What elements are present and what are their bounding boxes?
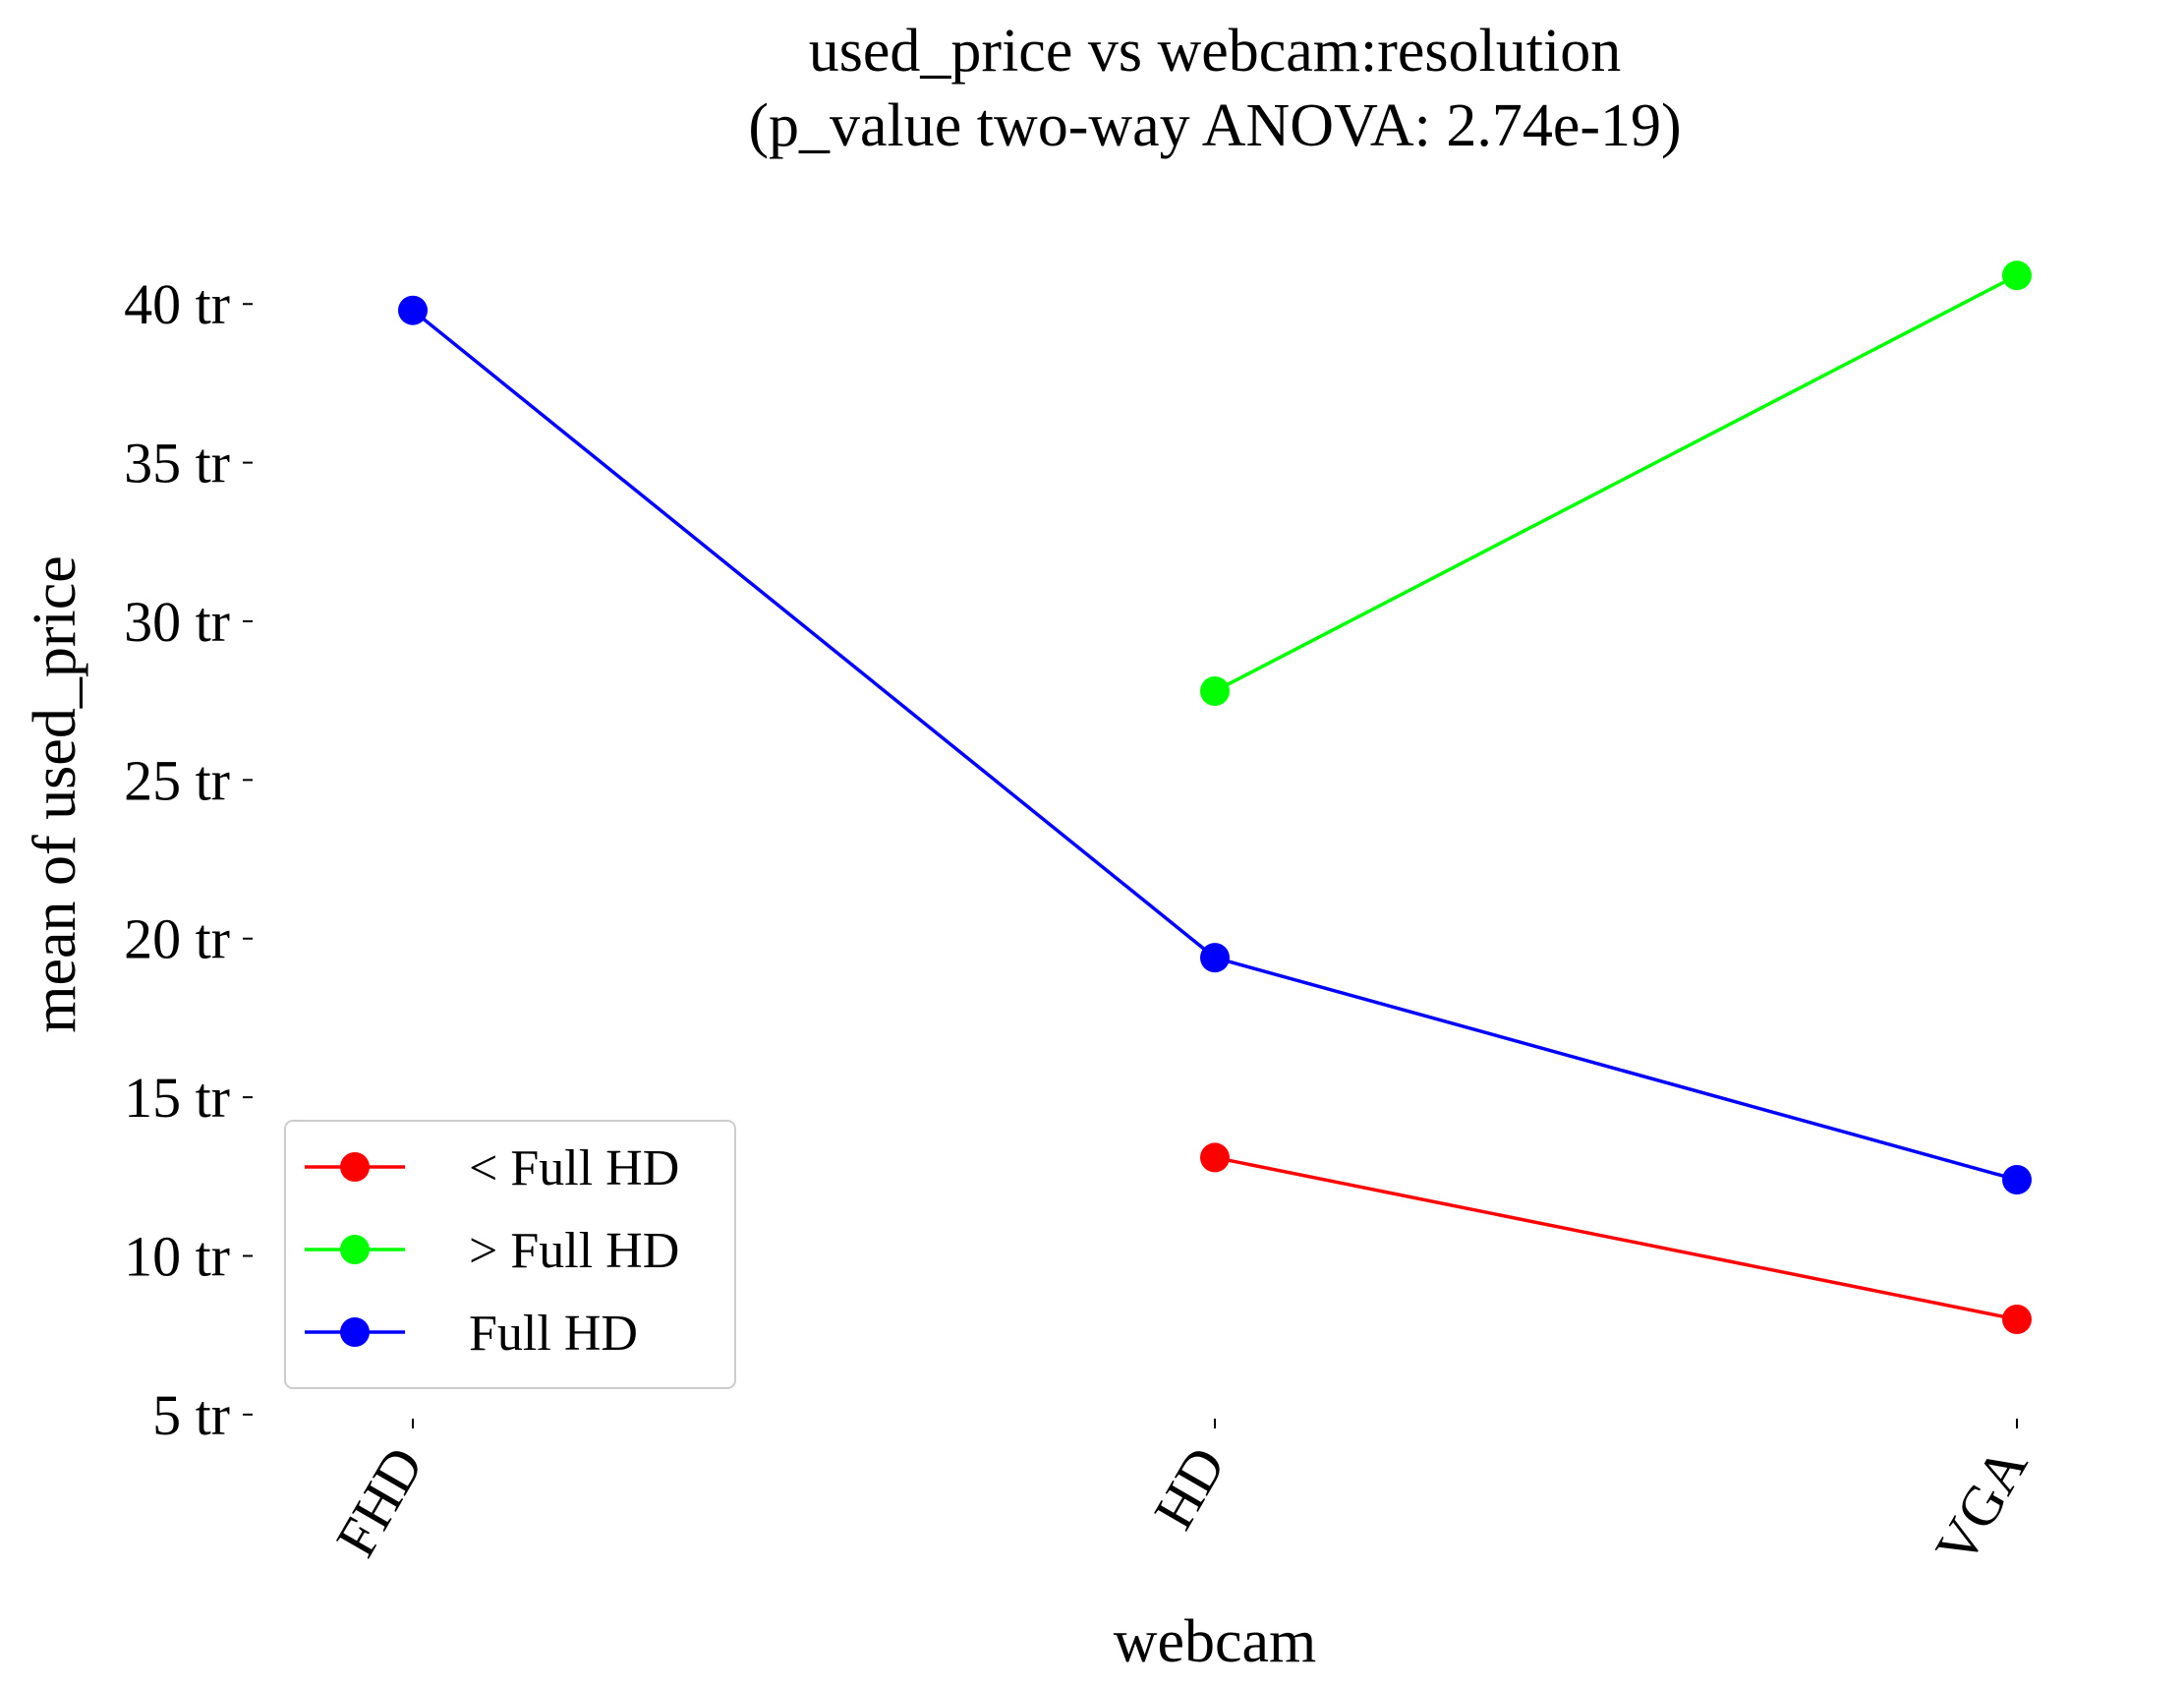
y-tick-label: 30 tr: [124, 590, 230, 654]
chart-title: used_price vs webcam:resolution: [809, 18, 1621, 85]
series-layer: [398, 261, 2032, 1335]
series-line: [411, 309, 2018, 1182]
data-point: [1200, 943, 1230, 973]
legend-marker: [340, 1317, 370, 1347]
y-axis: 5 tr 10 tr 15 tr 20 tr 25 tr 30 tr 35 tr 40 tr: [124, 272, 253, 1447]
y-axis-label: mean of used_price: [22, 555, 88, 1032]
x-tick-label: FHD: [323, 1436, 435, 1567]
y-tick-label: 10 tr: [124, 1224, 230, 1288]
data-point: [2002, 1305, 2032, 1335]
series-line: [1214, 273, 2018, 693]
y-tick-label: 20 tr: [124, 907, 230, 971]
x-tick-label: VGA: [1923, 1436, 2040, 1575]
data-point: [1200, 675, 1230, 706]
legend-marker: [340, 1235, 370, 1264]
legend: < Full HD > Full HD Full HD: [284, 1120, 736, 1389]
x-axis: FHD HD VGA: [323, 1419, 2040, 1575]
legend-label: Full HD: [469, 1306, 638, 1362]
data-point: [2002, 1165, 2032, 1195]
y-tick-label: 15 tr: [124, 1066, 230, 1130]
legend-label: < Full HD: [469, 1140, 679, 1196]
y-tick-label: 40 tr: [124, 272, 230, 336]
y-tick-label: 35 tr: [124, 432, 230, 495]
x-axis-label: webcam: [1114, 1608, 1317, 1675]
series-line: [1214, 1155, 2018, 1321]
y-tick-label: 5 tr: [152, 1383, 230, 1447]
data-point: [2002, 261, 2032, 291]
x-tick-label: HD: [1141, 1436, 1237, 1540]
y-tick-label: 25 tr: [124, 748, 230, 812]
legend-label: > Full HD: [469, 1223, 679, 1279]
data-point: [1200, 1142, 1230, 1173]
data-point: [398, 295, 428, 325]
legend-frame: [284, 1120, 736, 1389]
legend-marker: [340, 1152, 370, 1182]
chart-subtitle: (p_value two-way ANOVA: 2.74e-19): [748, 92, 1681, 159]
